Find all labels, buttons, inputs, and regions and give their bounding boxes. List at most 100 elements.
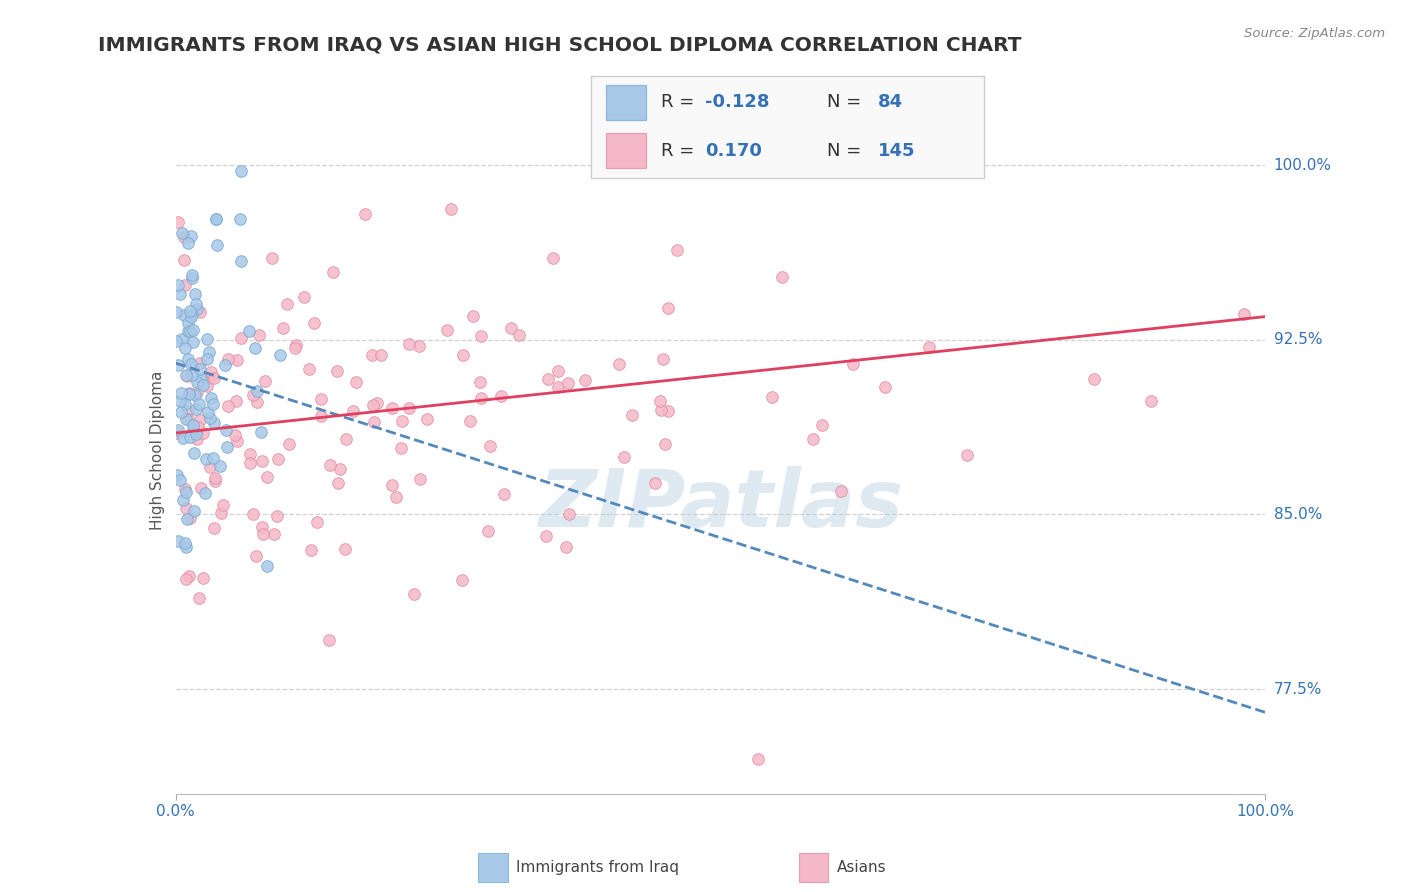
Point [215, 423, 238, 437]
Point [873, 380, 896, 394]
Point [166, 468, 188, 483]
Point [243, 342, 266, 356]
Point [225, 394, 247, 409]
Point [458, 414, 481, 428]
Point [263, 526, 285, 541]
Point [191, 377, 214, 392]
Point [183, 286, 205, 301]
Bar [606, 133, 645, 168]
Point [202, 416, 225, 430]
Point [201, 397, 224, 411]
Point [202, 521, 225, 535]
Point [501, 320, 523, 334]
Point [174, 277, 197, 292]
Point [770, 269, 793, 284]
Point [252, 520, 274, 534]
Point [217, 399, 239, 413]
Point [436, 323, 458, 337]
Point [187, 397, 209, 411]
Point [250, 454, 273, 468]
Point [176, 512, 198, 526]
Point [181, 268, 204, 282]
Point [309, 392, 332, 406]
Point [402, 587, 425, 601]
Point [180, 310, 202, 324]
Point [167, 358, 190, 372]
Point [370, 348, 392, 362]
Point [918, 340, 941, 354]
Point [344, 375, 367, 389]
Point [547, 364, 569, 378]
Point [165, 334, 187, 348]
Point [477, 524, 499, 539]
Point [167, 278, 190, 293]
Point [335, 432, 357, 446]
Point [180, 229, 202, 244]
Point [173, 229, 195, 244]
Point [491, 389, 513, 403]
Point [179, 430, 201, 444]
Point [166, 533, 188, 548]
Point [177, 236, 200, 251]
Point [620, 409, 643, 423]
Point [212, 498, 235, 512]
Text: 84: 84 [877, 94, 903, 112]
Point [174, 540, 197, 554]
Point [174, 500, 197, 515]
Point [651, 351, 673, 366]
Point [181, 307, 204, 321]
Point [318, 632, 340, 647]
Point [1140, 394, 1163, 409]
Point [177, 352, 200, 367]
Point [188, 356, 211, 370]
Point [1233, 307, 1256, 321]
Point [285, 338, 308, 352]
Point [363, 415, 385, 429]
Point [440, 202, 463, 216]
Point [169, 394, 191, 409]
Point [254, 374, 277, 388]
Point [173, 253, 195, 268]
Point [650, 393, 672, 408]
Point [231, 254, 253, 268]
Point [169, 473, 191, 487]
Point [381, 478, 404, 492]
Point [385, 491, 408, 505]
Point [811, 418, 834, 433]
Point [416, 412, 439, 426]
Point [262, 252, 284, 266]
Point [200, 392, 222, 406]
Point [333, 541, 356, 556]
Point [391, 414, 413, 428]
Point [239, 456, 262, 470]
Point [166, 423, 188, 437]
Text: 100.0%: 100.0% [1274, 158, 1331, 173]
Point [747, 752, 769, 766]
Text: Source: ZipAtlas.com: Source: ZipAtlas.com [1244, 27, 1385, 40]
Point [179, 324, 201, 338]
Text: -0.128: -0.128 [704, 94, 769, 112]
Point [190, 371, 212, 385]
Point [177, 387, 200, 401]
Point [398, 401, 420, 416]
Point [256, 559, 278, 574]
Text: R =: R = [661, 94, 700, 112]
Point [558, 507, 581, 521]
Point [198, 371, 221, 385]
Text: 92.5%: 92.5% [1274, 333, 1322, 347]
Point [170, 405, 193, 419]
Point [176, 368, 198, 382]
Point [186, 432, 208, 446]
Y-axis label: High School Diploma: High School Diploma [149, 371, 165, 530]
Point [214, 359, 236, 373]
Point [209, 458, 232, 473]
Point [470, 329, 492, 343]
Point [299, 543, 322, 558]
Point [181, 368, 204, 382]
Point [204, 471, 226, 485]
Point [557, 376, 579, 390]
Point [366, 396, 388, 410]
Point [342, 403, 364, 417]
Point [492, 487, 515, 501]
Point [547, 380, 569, 394]
